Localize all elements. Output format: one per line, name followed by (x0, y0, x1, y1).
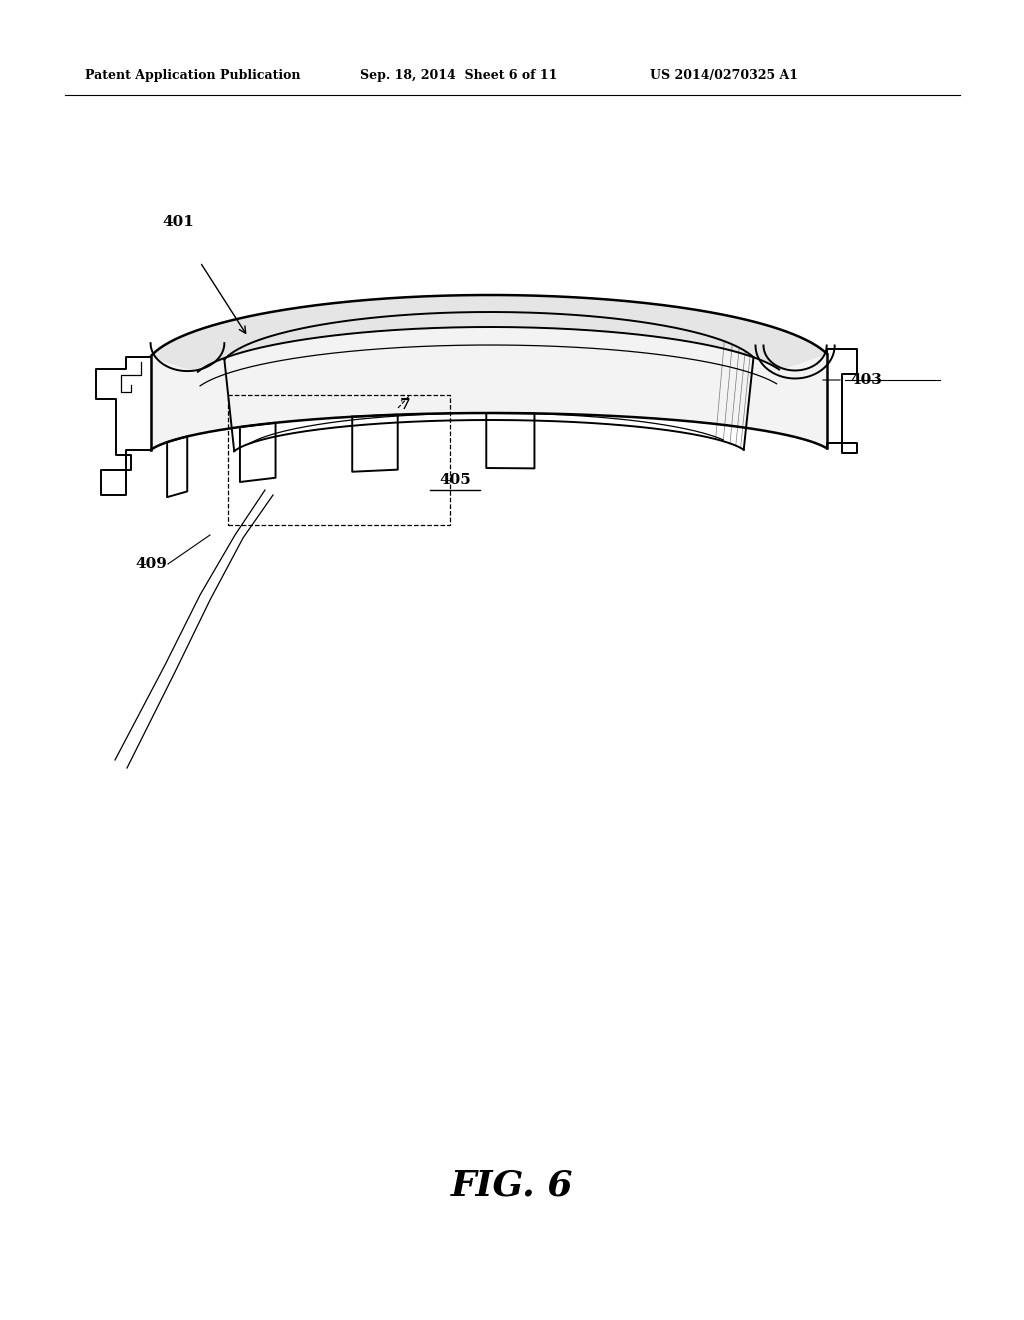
Polygon shape (151, 294, 826, 450)
Text: Sep. 18, 2014  Sheet 6 of 11: Sep. 18, 2014 Sheet 6 of 11 (360, 69, 557, 82)
Text: 403: 403 (850, 374, 882, 387)
Text: 7: 7 (400, 399, 411, 412)
Text: 409: 409 (135, 557, 167, 572)
Text: US 2014/0270325 A1: US 2014/0270325 A1 (650, 69, 798, 82)
Text: FIG. 6: FIG. 6 (451, 1168, 573, 1203)
Polygon shape (151, 294, 826, 372)
Text: Patent Application Publication: Patent Application Publication (85, 69, 300, 82)
Bar (228, 395, 450, 525)
Text: 405: 405 (439, 473, 471, 487)
Text: 401: 401 (162, 215, 194, 228)
